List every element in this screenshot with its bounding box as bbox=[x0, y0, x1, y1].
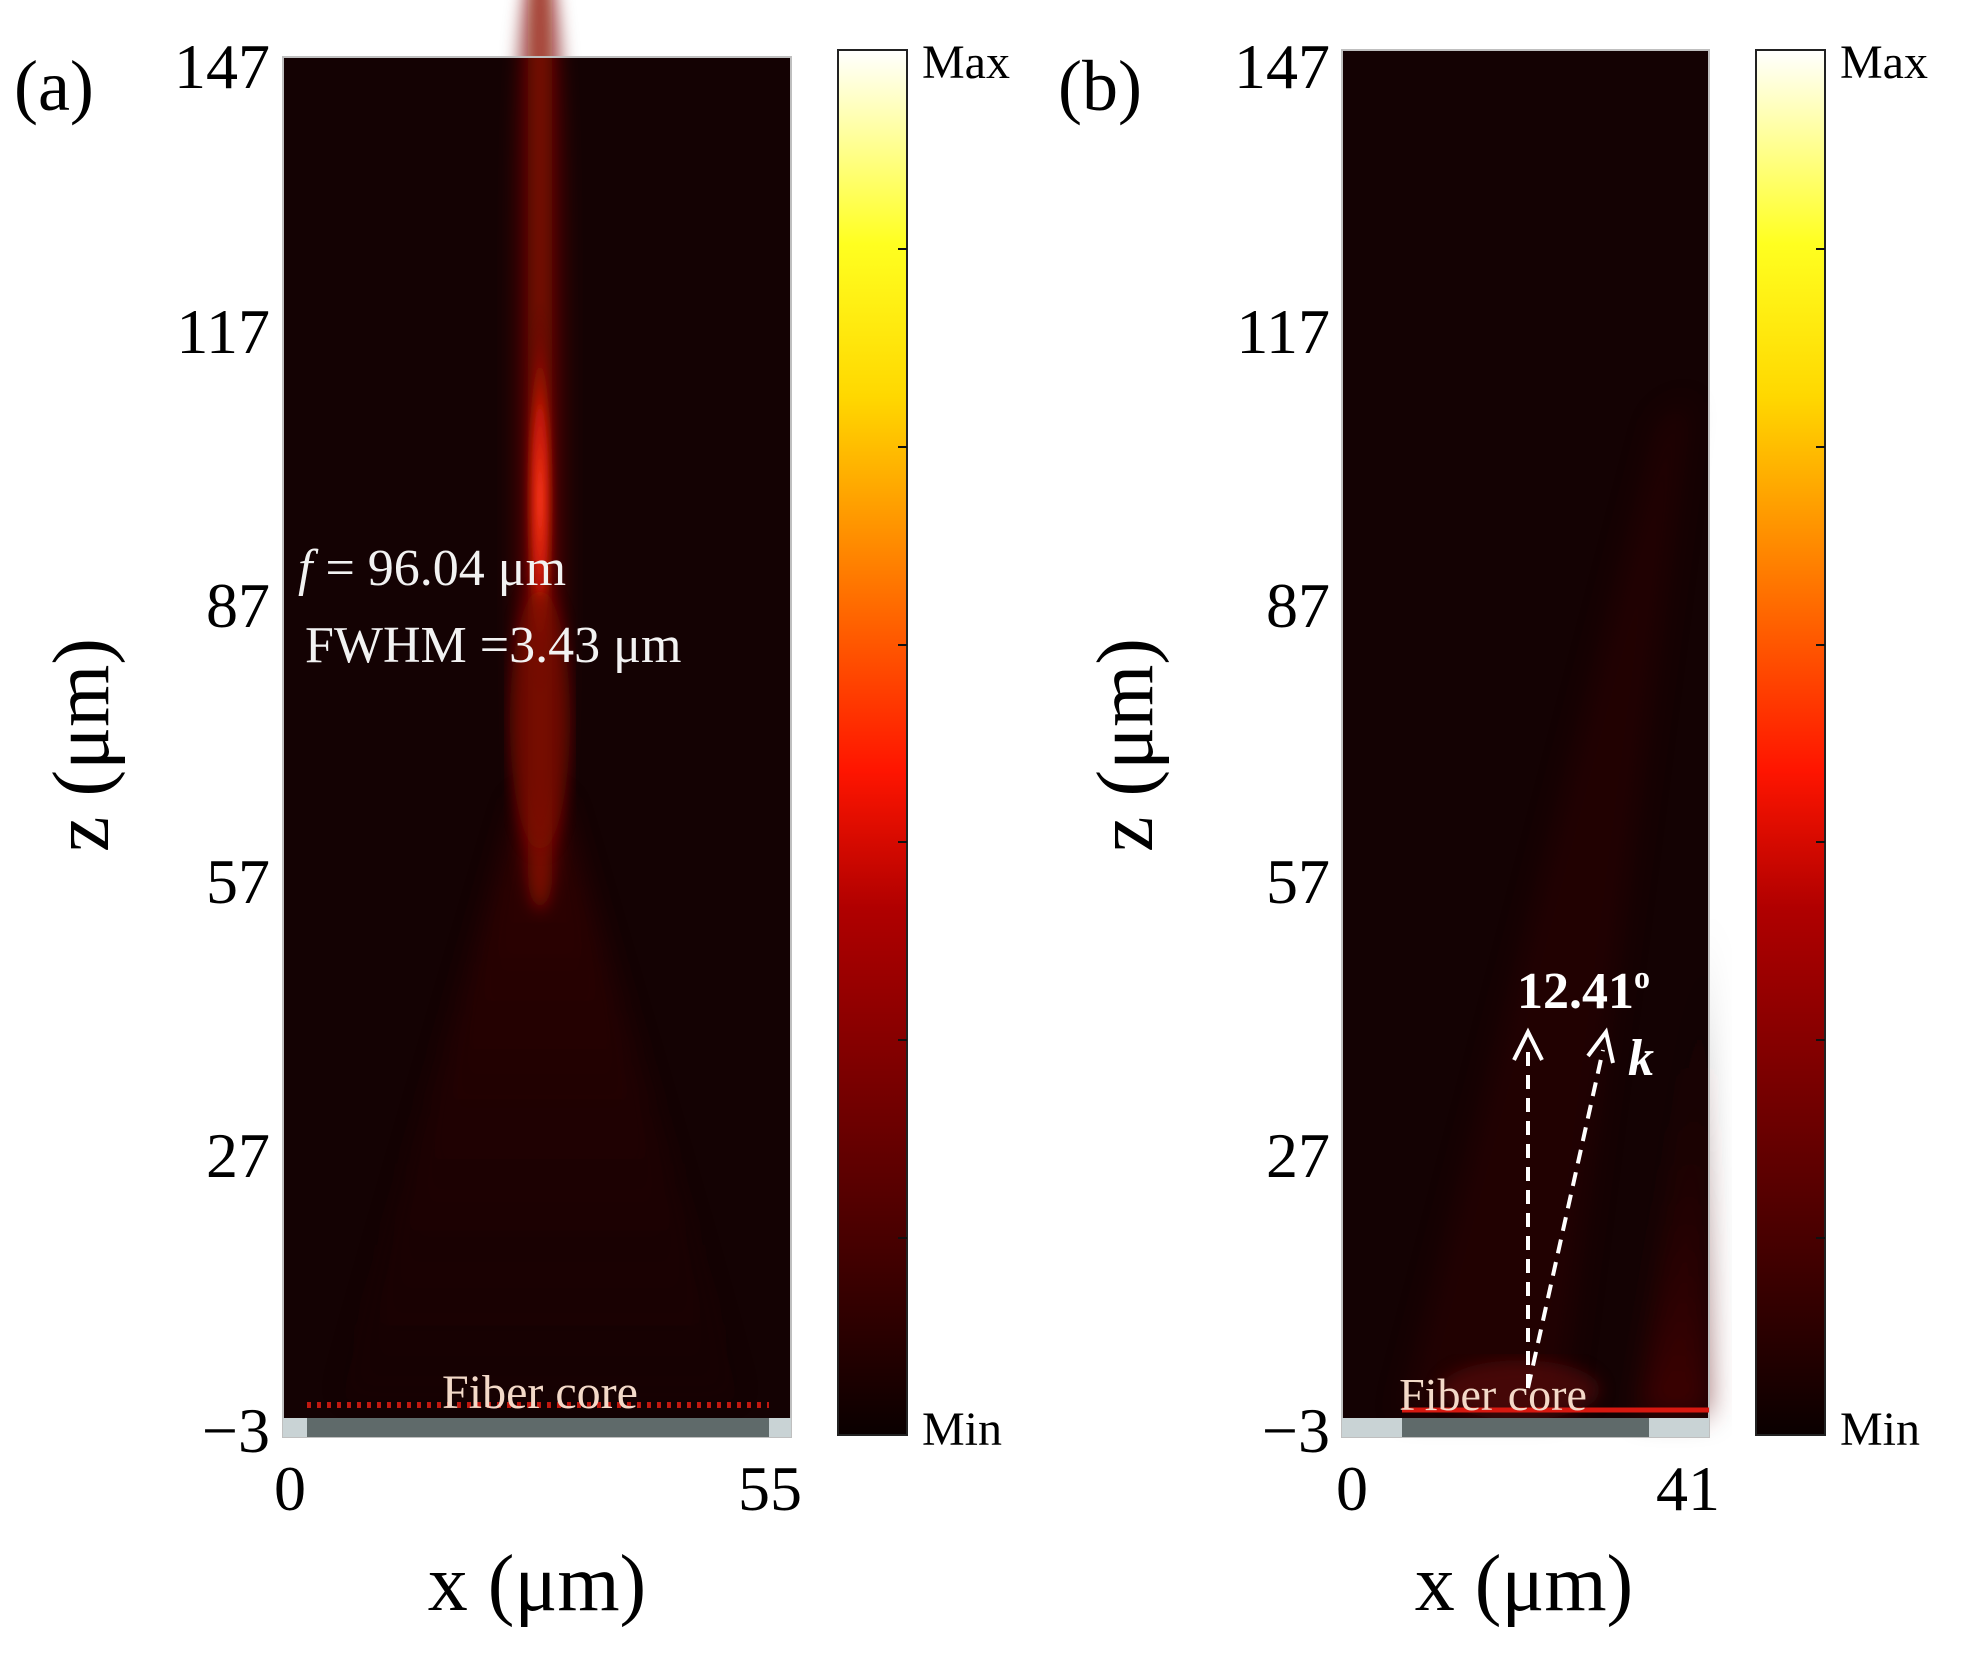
y-tick-label: 87 bbox=[206, 570, 270, 641]
y-tick-label: −3 bbox=[1262, 1395, 1330, 1466]
panel-a-colorbar-ticks bbox=[898, 248, 907, 1239]
panel-b-colorbar: Max Min bbox=[1755, 36, 1928, 1456]
panel-b-colorbar-ticks bbox=[1816, 248, 1825, 1239]
panel-b-wavevector-label: k bbox=[1628, 1030, 1654, 1087]
panel-a-intensity-field bbox=[340, 0, 740, 1400]
panel-a-colorbar-gradient bbox=[837, 49, 908, 1436]
x-tick-label: 0 bbox=[274, 1453, 306, 1524]
panel-b-label: (b) bbox=[1058, 46, 1142, 126]
panel-a-label: (a) bbox=[14, 46, 94, 126]
y-tick-label: 147 bbox=[174, 31, 270, 102]
panel-a-y-ticks: 147 117 87 57 27 −3 bbox=[174, 31, 270, 1466]
panel-b-colorbar-min-label: Min bbox=[1840, 1403, 1920, 1456]
panel-b-angle-annotation: 12.41o bbox=[1517, 959, 1650, 1020]
y-tick-label: −3 bbox=[202, 1395, 270, 1466]
y-tick-label: 117 bbox=[1236, 296, 1330, 367]
panel-b-x-axis-label: x (μm) bbox=[1415, 1540, 1633, 1628]
panel-b-y-axis-label: z (μm) bbox=[1082, 638, 1170, 852]
panel-b: Fiber core 12.41o k (b) 147 117 87 57 27… bbox=[1058, 31, 1928, 1628]
panel-a-fiber-core-label: Fiber core bbox=[442, 1366, 638, 1419]
x-tick-label: 55 bbox=[738, 1453, 802, 1524]
y-tick-label: 87 bbox=[1266, 570, 1330, 641]
x-tick-label: 0 bbox=[1336, 1453, 1368, 1524]
panel-b-intensity-field bbox=[1400, 400, 1709, 1420]
panel-a-focal-length-annotation: f = 96.04 μm bbox=[298, 540, 566, 597]
x-tick-label: 41 bbox=[1656, 1453, 1720, 1524]
panel-a-fwhm-annotation: FWHM =3.43 μm bbox=[305, 617, 681, 674]
panel-b-fiber-core-label: Fiber core bbox=[1399, 1369, 1587, 1420]
y-tick-label: 27 bbox=[206, 1120, 270, 1191]
panel-a-colorbar-min-label: Min bbox=[922, 1403, 1002, 1456]
panel-b-wavevector-arrows bbox=[1526, 1049, 1605, 1389]
panel-a-x-axis-label: x (μm) bbox=[428, 1540, 646, 1628]
panel-b-colorbar-max-label: Max bbox=[1840, 36, 1928, 89]
y-tick-label: 57 bbox=[1266, 846, 1330, 917]
panel-b-y-ticks: 147 117 87 57 27 −3 bbox=[1234, 31, 1330, 1466]
panel-a-y-axis-label: z (μm) bbox=[38, 638, 126, 852]
y-tick-label: 57 bbox=[206, 846, 270, 917]
panel-a-colorbar-max-label: Max bbox=[922, 36, 1010, 89]
panel-b-k-arrow bbox=[1526, 1049, 1605, 1389]
panel-b-normal-arrowhead bbox=[1512, 1027, 1544, 1061]
panel-b-k-arrowhead bbox=[1586, 1027, 1615, 1064]
panel-b-fiber-core-bar bbox=[1402, 1418, 1649, 1437]
y-tick-label: 147 bbox=[1234, 31, 1330, 102]
panel-a-fiber-core-bar bbox=[307, 1418, 769, 1437]
panel-a-colorbar: Max Min bbox=[837, 36, 1010, 1456]
y-tick-label: 117 bbox=[176, 296, 270, 367]
panel-b-colorbar-gradient bbox=[1755, 49, 1826, 1436]
y-tick-label: 27 bbox=[1266, 1120, 1330, 1191]
panel-a: Fiber core f = 96.04 μm FWHM =3.43 μm (a… bbox=[14, 0, 1010, 1628]
